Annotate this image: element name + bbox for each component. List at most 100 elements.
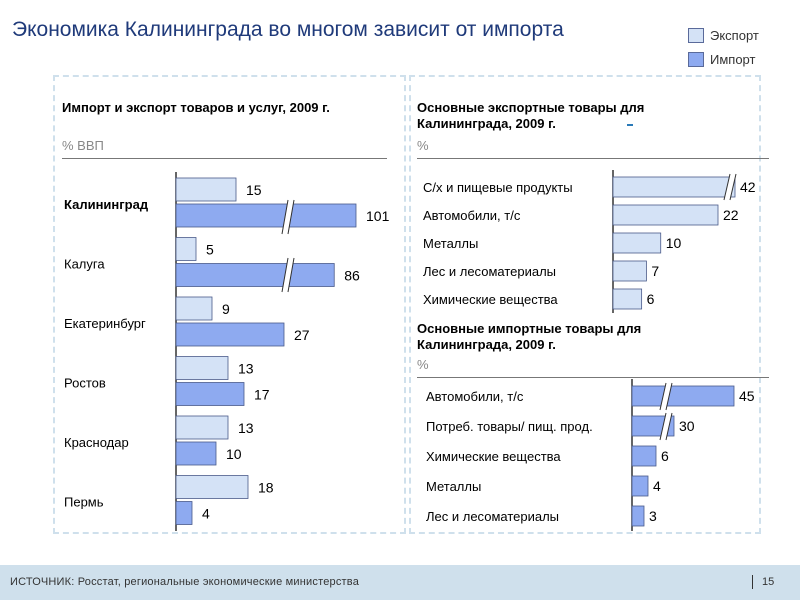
left-panel xyxy=(53,75,406,534)
chart1-category-label: Калуга xyxy=(64,257,105,272)
chart3-unit: % xyxy=(417,357,429,372)
chart1-value-import: 17 xyxy=(254,387,270,403)
chart2-bar xyxy=(612,288,643,310)
chart1-value-export: 13 xyxy=(238,361,254,377)
right-panel xyxy=(409,75,761,534)
chart2-value: 42 xyxy=(740,179,756,195)
chart3-break-1-gap xyxy=(660,383,672,410)
chart3-break-1 xyxy=(659,382,673,411)
chart1-break-1-stroke-a xyxy=(281,199,289,235)
chart1-value-export: 9 xyxy=(222,301,230,317)
chart1-value-export: 18 xyxy=(258,480,274,496)
chart2-category-label: Металлы xyxy=(423,236,478,251)
chart3-value: 45 xyxy=(739,388,755,404)
chart1-break-1-stroke-b xyxy=(287,199,295,235)
chart2-category-label: Автомобили, т/с xyxy=(423,208,521,223)
chart1-value-export: 15 xyxy=(246,182,262,198)
page-number: 15 xyxy=(762,576,775,588)
chart2-bar xyxy=(612,176,736,198)
chart1-title: Импорт и экспорт товаров и услуг, 2009 г… xyxy=(62,100,330,115)
footer-separator xyxy=(752,575,753,589)
legend-swatch-import xyxy=(688,52,704,67)
chart2-category-label: С/х и пищевые продукты xyxy=(423,180,573,195)
source-text: ИСТОЧНИК: Росстат, региональные экономич… xyxy=(10,576,360,588)
chart1-value-import: 86 xyxy=(344,268,360,284)
legend-swatch-export xyxy=(688,28,704,43)
chart2-break-stroke-b xyxy=(729,173,737,201)
chart1-category-label: Краснодар xyxy=(64,435,129,450)
chart3-break-1-stroke-b xyxy=(665,382,673,411)
chart2-category-label: Лес и лесоматериалы xyxy=(423,264,556,279)
chart2-value: 10 xyxy=(666,235,682,251)
chart3-break-2-gap xyxy=(660,413,672,440)
chart3-value: 6 xyxy=(661,448,669,464)
charts-canvas: Калининград 15 101 Калуга 5 86 Екатеринбург 9 27… xyxy=(64,170,756,531)
chart2-rule xyxy=(417,158,769,159)
chart1-bar-import xyxy=(175,382,245,406)
chart1-break-2-gap xyxy=(282,258,294,292)
footer: ИСТОЧНИК: Росстат, региональные экономич… xyxy=(0,565,800,600)
legend-label-import: Импорт xyxy=(710,52,756,67)
chart3-rule xyxy=(417,377,769,378)
chart1-category-label: Пермь xyxy=(64,495,104,510)
chart3-bar xyxy=(631,505,645,527)
chart1-bar-import xyxy=(175,203,357,228)
chart3-value: 4 xyxy=(653,478,661,494)
chart2-bar xyxy=(612,232,662,254)
chart1-bar-export xyxy=(175,296,213,321)
chart1-bar-import xyxy=(175,322,285,347)
chart3-value: 3 xyxy=(649,508,657,524)
chart2-break-stroke-a xyxy=(723,173,731,201)
chart2-title: Основные экспортные товары для Калинингр… xyxy=(417,100,645,131)
chart3-bar xyxy=(631,445,657,467)
chart3-value: 30 xyxy=(679,418,695,434)
chart1-bar-import xyxy=(175,501,193,525)
chart1-break-2 xyxy=(281,257,295,293)
chart3-category-label: Автомобили, т/с xyxy=(426,389,524,404)
chart1-value-import: 4 xyxy=(202,506,210,522)
chart1-category-label: Ростов xyxy=(64,376,106,391)
chart2-value: 7 xyxy=(651,263,659,279)
chart1-category-label: Екатеринбург xyxy=(64,316,146,331)
chart1-value-import: 27 xyxy=(294,327,310,343)
chart1-break-2-stroke-a xyxy=(281,257,289,293)
chart2-category-label: Химические вещества xyxy=(423,292,558,307)
accent-mark xyxy=(627,124,633,126)
chart3-break-2 xyxy=(659,412,673,441)
chart1-bar-export xyxy=(175,356,229,380)
chart2-break xyxy=(723,173,737,201)
legend-label-export: Экспорт xyxy=(710,28,759,43)
chart1-bar-export xyxy=(175,475,249,499)
chart3-category-label: Химические вещества xyxy=(426,449,561,464)
chart3-category-label: Потреб. товары/ пищ. прод. xyxy=(426,419,593,434)
chart1-bar-export xyxy=(175,177,237,202)
chart1-bar-import xyxy=(175,441,217,466)
chart1-value-import: 10 xyxy=(226,446,242,462)
chart1-bar-import xyxy=(175,263,335,287)
chart1-break-1 xyxy=(281,199,295,235)
chart2-break-gap xyxy=(724,174,736,200)
chart3-bar xyxy=(631,475,649,497)
chart1-value-export: 13 xyxy=(238,420,254,436)
chart3-category-label: Металлы xyxy=(426,479,481,494)
chart2-value: 22 xyxy=(723,207,739,223)
chart2-bar xyxy=(612,260,647,282)
chart2-value: 6 xyxy=(647,291,655,307)
chart1-value-import: 101 xyxy=(366,208,390,224)
chart1-bar-export xyxy=(175,415,229,440)
chart1-bar-export xyxy=(175,237,197,261)
chart3-break-1-stroke-a xyxy=(659,382,667,411)
chart3-break-2-stroke-b xyxy=(665,412,673,441)
chart1-unit: % ВВП xyxy=(62,138,104,153)
chart2-bar xyxy=(612,204,719,226)
chart1-value-export: 5 xyxy=(206,242,214,258)
chart1-break-1-gap xyxy=(282,200,294,234)
page-title: Экономика Калининграда во многом зависит… xyxy=(12,18,564,41)
chart3-break-2-stroke-a xyxy=(659,412,667,441)
chart3-title: Основные импортные товары для Калинингра… xyxy=(417,321,642,352)
chart1-break-2-stroke-b xyxy=(287,257,295,293)
chart1-category-label: Калининград xyxy=(64,197,149,212)
chart2-unit: % xyxy=(417,138,429,153)
chart3-bar xyxy=(631,385,735,407)
chart3-category-label: Лес и лесоматериалы xyxy=(426,509,559,524)
